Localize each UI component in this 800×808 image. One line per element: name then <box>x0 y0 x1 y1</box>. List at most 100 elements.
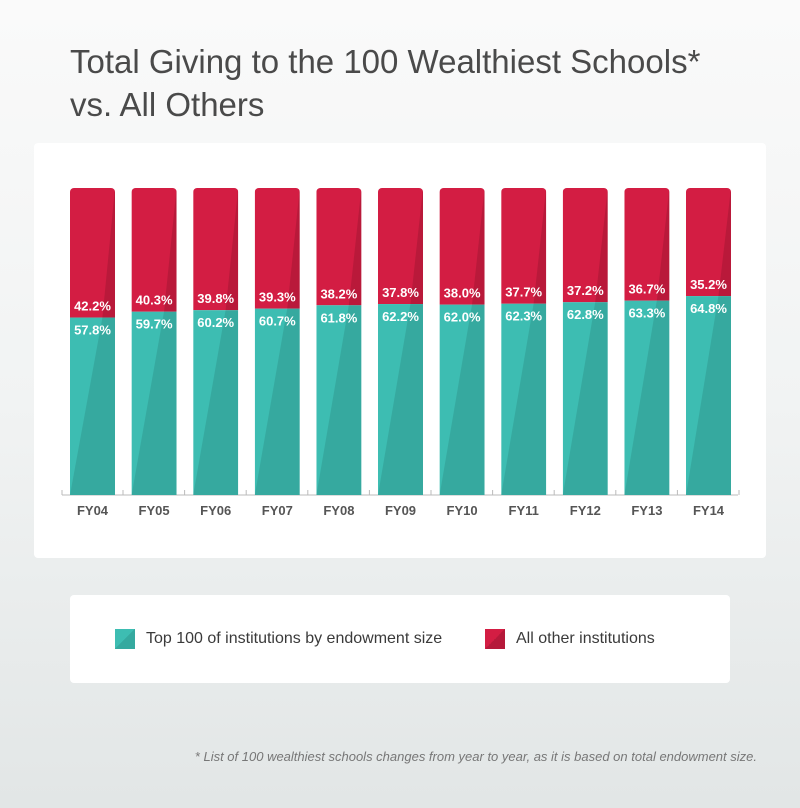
bar-top100 <box>316 305 362 495</box>
bar-group <box>254 188 300 495</box>
bar-group <box>378 188 423 495</box>
bar-group <box>193 188 239 495</box>
bar-group <box>131 188 177 495</box>
data-label-others: 39.8% <box>197 291 234 306</box>
bar-others-shade <box>287 188 300 309</box>
legend-label-top100: Top 100 of institutions by endowment siz… <box>146 630 443 647</box>
bar-others <box>501 188 547 304</box>
bar-others <box>254 188 300 309</box>
bar-top100 <box>439 304 485 495</box>
legend: Top 100 of institutions by endowment siz… <box>70 595 730 683</box>
legend-label-others: All other institutions <box>516 630 655 647</box>
data-label-top100: 60.7% <box>259 314 296 329</box>
bar-top100 <box>378 304 423 495</box>
bar-others <box>193 188 239 311</box>
bar-top100 <box>562 302 608 495</box>
bar-others-shade <box>102 188 115 318</box>
data-label-others: 38.0% <box>444 286 481 301</box>
data-label-top100: 60.2% <box>197 315 234 330</box>
data-label-top100: 62.3% <box>505 309 542 324</box>
bar-others-shade <box>533 188 547 304</box>
bar-others-shade <box>410 188 423 305</box>
bar-others-shade <box>164 188 177 312</box>
bar-top100 <box>624 300 670 495</box>
x-tick-label: FY11 <box>509 503 539 518</box>
data-label-others: 35.2% <box>690 277 727 292</box>
data-label-top100: 59.7% <box>136 317 173 332</box>
bar-others <box>624 188 670 301</box>
legend-item-top100: Top 100 of institutions by endowment siz… <box>115 627 442 651</box>
data-label-top100: 64.8% <box>690 301 727 316</box>
bar-group <box>686 188 731 495</box>
bar-others-shade <box>348 188 362 306</box>
bar-top100 <box>131 311 177 495</box>
data-label-others: 37.2% <box>567 283 604 298</box>
x-tick-label: FY13 <box>631 503 662 518</box>
title-line-1: Total Giving to the 100 Wealthiest Schoo… <box>70 43 701 80</box>
data-label-top100: 57.8% <box>74 323 111 338</box>
x-tick-label: FY14 <box>693 503 725 518</box>
bar-others <box>562 188 608 303</box>
legend-swatch-teal <box>115 629 135 649</box>
bar-top100 <box>501 303 547 495</box>
x-tick-label: FY10 <box>447 503 478 518</box>
title-line-2: vs. All Others <box>70 86 265 123</box>
x-tick-label: FY12 <box>570 503 601 518</box>
bar-group <box>562 188 608 495</box>
bar-others-shade <box>656 188 670 301</box>
bar-top100 <box>686 296 731 495</box>
x-tick-label: FY07 <box>262 503 293 518</box>
data-label-top100: 62.8% <box>567 307 604 322</box>
bar-group <box>70 188 115 495</box>
bar-top100-shade <box>193 310 239 495</box>
data-label-others: 38.2% <box>320 286 357 301</box>
data-label-others: 37.8% <box>382 285 419 300</box>
bar-top100-shade <box>439 304 485 495</box>
bar-others-shade <box>472 188 485 305</box>
x-tick-label: FY05 <box>139 503 170 518</box>
bar-top100-shade <box>501 303 547 495</box>
chart-title: Total Giving to the 100 Wealthiest Schoo… <box>70 40 790 126</box>
data-label-top100: 63.3% <box>628 306 665 321</box>
bar-group <box>316 188 362 495</box>
bar-top100-shade <box>131 311 177 495</box>
bar-top100-shade <box>686 296 731 495</box>
x-tick-label: FY09 <box>385 503 416 518</box>
bar-others <box>131 188 177 312</box>
bar-top100 <box>70 317 115 495</box>
x-tick-label: FY06 <box>200 503 231 518</box>
bar-others <box>686 188 731 297</box>
bar-top100-shade <box>378 304 423 495</box>
data-label-others: 40.3% <box>136 293 173 308</box>
data-label-top100: 62.2% <box>382 309 419 324</box>
bar-others-shade <box>718 188 731 297</box>
data-label-others: 42.2% <box>74 299 111 314</box>
x-tick-label: FY04 <box>77 503 109 518</box>
data-label-others: 39.3% <box>259 290 296 305</box>
bar-group <box>501 188 547 495</box>
bar-group <box>439 188 485 495</box>
data-label-top100: 62.0% <box>444 310 481 325</box>
bar-top100-shade <box>254 308 300 495</box>
footnote: * List of 100 wealthiest schools changes… <box>194 749 757 764</box>
bar-top100-shade <box>70 317 115 495</box>
data-label-top100: 61.8% <box>320 310 357 325</box>
bar-others-shade <box>595 188 608 303</box>
data-label-others: 37.7% <box>505 285 542 300</box>
bar-top100 <box>254 308 300 495</box>
bar-others <box>316 188 362 306</box>
x-tick-label: FY08 <box>323 503 354 518</box>
bar-others <box>439 188 485 305</box>
bar-top100-shade <box>624 300 670 495</box>
legend-swatch-red <box>485 629 505 649</box>
bar-others <box>70 188 115 318</box>
bar-top100-shade <box>316 305 362 495</box>
bar-top100 <box>193 310 239 495</box>
data-label-others: 36.7% <box>628 282 665 297</box>
bar-group <box>624 188 670 495</box>
chart-card: 42.2% 57.8% FY04 40.3% 59.7% FY05 39.8% 60.2% FY… <box>34 143 766 558</box>
bar-others-shade <box>225 188 239 311</box>
legend-item-others: All other institutions <box>485 627 655 651</box>
bar-top100-shade <box>562 302 608 495</box>
bar-others <box>378 188 423 305</box>
